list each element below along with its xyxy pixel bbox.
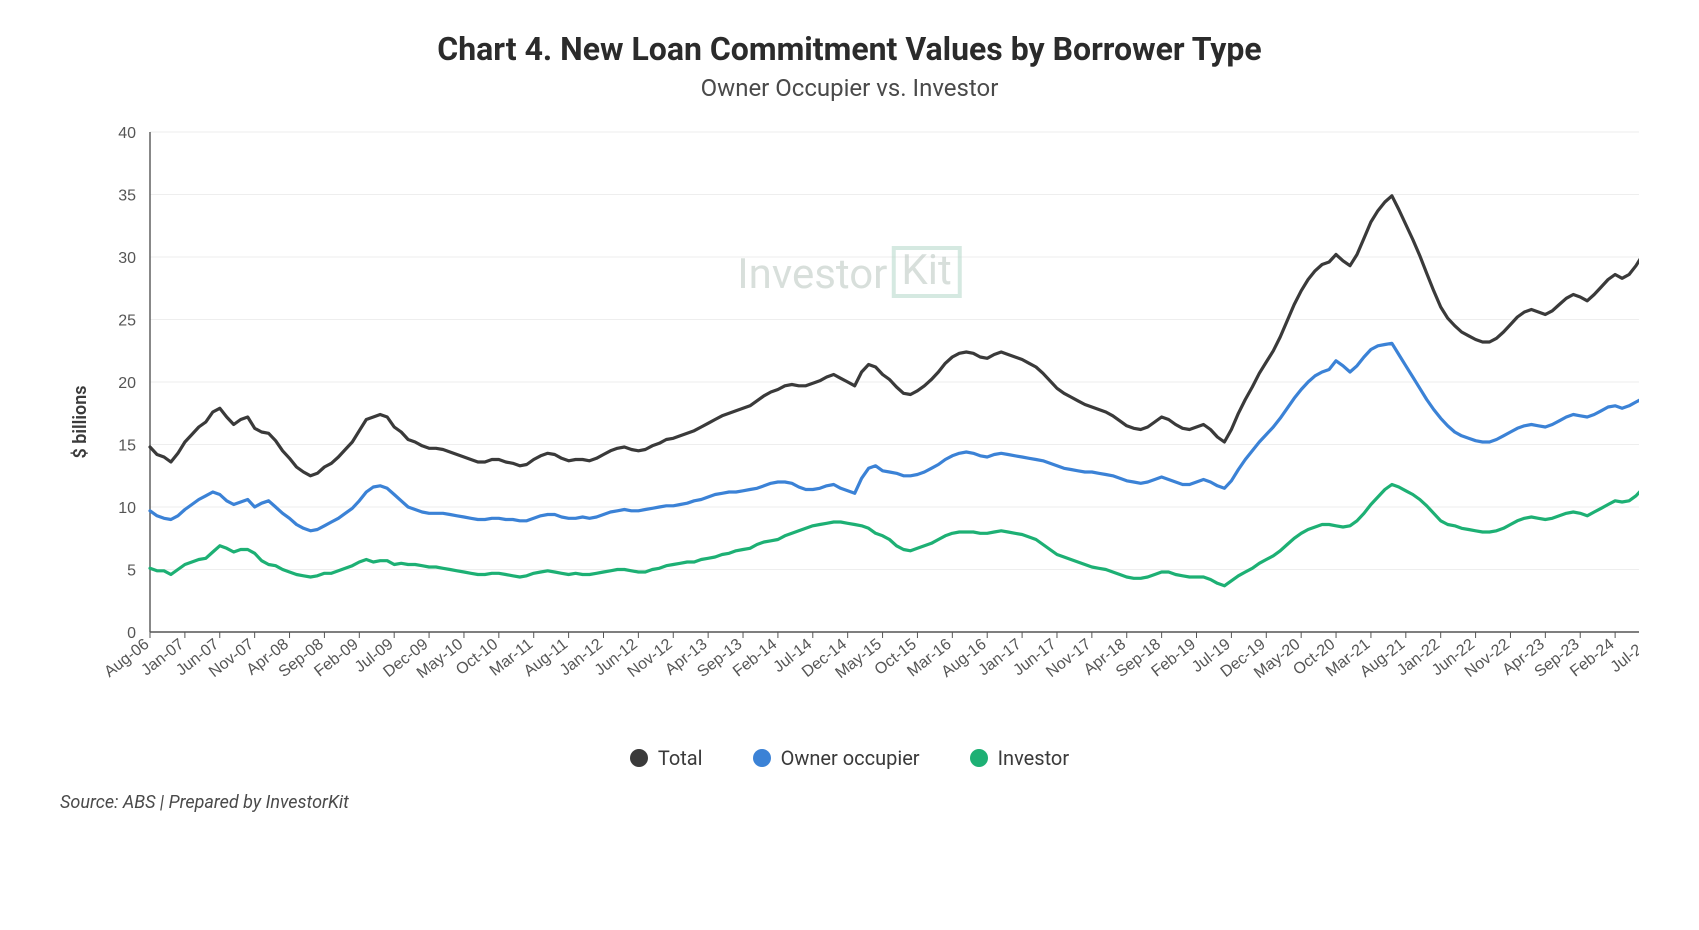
y-axis-label: $ billions xyxy=(70,385,91,458)
chart-container: Chart 4. New Loan Commitment Values by B… xyxy=(0,0,1699,930)
chart-subtitle: Owner Occupier vs. Investor xyxy=(60,74,1639,102)
legend-item: Investor xyxy=(970,746,1070,770)
svg-text:10: 10 xyxy=(118,500,136,517)
svg-text:30: 30 xyxy=(118,250,136,267)
svg-text:20: 20 xyxy=(118,375,136,392)
svg-text:35: 35 xyxy=(118,188,136,205)
legend-label: Investor xyxy=(998,746,1070,770)
legend-item: Owner occupier xyxy=(753,746,920,770)
svg-text:5: 5 xyxy=(127,563,136,580)
svg-text:40: 40 xyxy=(118,125,136,142)
legend: Total Owner occupier Investor xyxy=(60,746,1639,770)
svg-text:0: 0 xyxy=(127,625,136,642)
svg-text:15: 15 xyxy=(118,438,136,455)
plot-area: $ billions InvestorKit 0510152025303540A… xyxy=(60,112,1639,732)
source-attribution: Source: ABS | Prepared by InvestorKit xyxy=(60,792,1639,813)
legend-dot-icon xyxy=(970,749,988,767)
legend-label: Owner occupier xyxy=(781,746,920,770)
legend-dot-icon xyxy=(630,749,648,767)
svg-text:25: 25 xyxy=(118,313,136,330)
legend-item: Total xyxy=(630,746,703,770)
svg-text:Jul-24: Jul-24 xyxy=(1608,636,1639,676)
legend-label: Total xyxy=(658,746,703,770)
chart-title: Chart 4. New Loan Commitment Values by B… xyxy=(60,30,1639,68)
chart-svg: 0510152025303540Aug-06Jan-07Jun-07Nov-07… xyxy=(60,112,1639,732)
legend-dot-icon xyxy=(753,749,771,767)
